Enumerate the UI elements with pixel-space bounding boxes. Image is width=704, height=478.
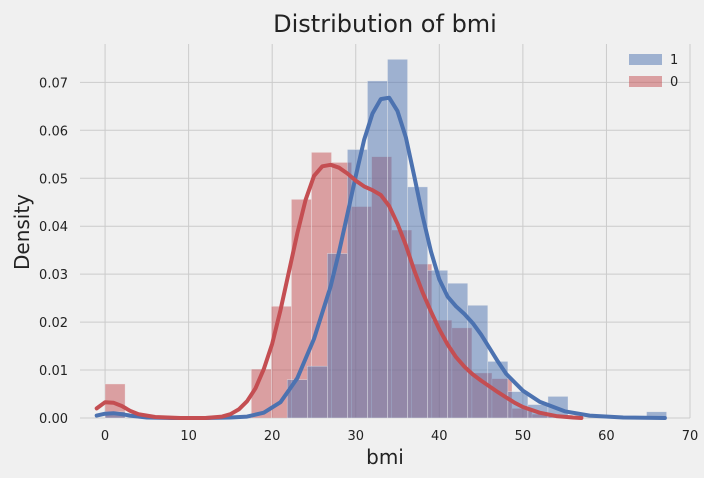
y-tick-label: 0.03 bbox=[39, 268, 68, 283]
y-tick-label: 0.05 bbox=[39, 172, 68, 187]
y-tick-label: 0.06 bbox=[39, 124, 68, 139]
chart-title: Distribution of bmi bbox=[273, 10, 497, 38]
x-tick-label: 50 bbox=[515, 429, 532, 444]
x-tick-label: 0 bbox=[101, 429, 109, 444]
y-tick-label: 0.00 bbox=[39, 412, 68, 427]
y-tick-label: 0.04 bbox=[39, 220, 68, 235]
y-tick-label: 0.07 bbox=[39, 76, 68, 91]
kde-line-series-0 bbox=[94, 162, 584, 420]
legend-label-series-0: 0 bbox=[670, 75, 678, 90]
y-tick-label: 0.01 bbox=[39, 364, 68, 379]
x-tick-label: 30 bbox=[347, 429, 364, 444]
legend-swatch-series-1 bbox=[629, 54, 662, 65]
y-axis-ticks: 0.00 0.01 0.02 0.03 0.04 0.05 0.06 0.07 bbox=[39, 76, 68, 427]
x-tick-label: 70 bbox=[682, 429, 699, 444]
legend: 1 0 bbox=[629, 53, 678, 90]
legend-swatch-series-0 bbox=[629, 76, 662, 87]
x-tick-label: 60 bbox=[598, 429, 615, 444]
x-axis-ticks: 0 10 20 30 40 50 60 70 bbox=[101, 429, 698, 444]
x-axis-label: bmi bbox=[366, 445, 404, 469]
histogram-bar-series-1 bbox=[327, 253, 348, 419]
series-1-histogram bbox=[104, 59, 667, 419]
histogram-bar-series-1 bbox=[306, 365, 328, 419]
x-tick-label: 20 bbox=[264, 429, 281, 444]
x-tick-label: 10 bbox=[180, 429, 197, 444]
histogram-bar-series-1 bbox=[347, 149, 368, 419]
y-tick-label: 0.02 bbox=[39, 316, 68, 331]
x-tick-label: 40 bbox=[431, 429, 448, 444]
histogram-bar-series-1 bbox=[367, 80, 388, 419]
kde-curves bbox=[94, 95, 667, 420]
legend-label-series-1: 1 bbox=[670, 53, 678, 68]
y-axis-label: Density bbox=[10, 194, 34, 270]
